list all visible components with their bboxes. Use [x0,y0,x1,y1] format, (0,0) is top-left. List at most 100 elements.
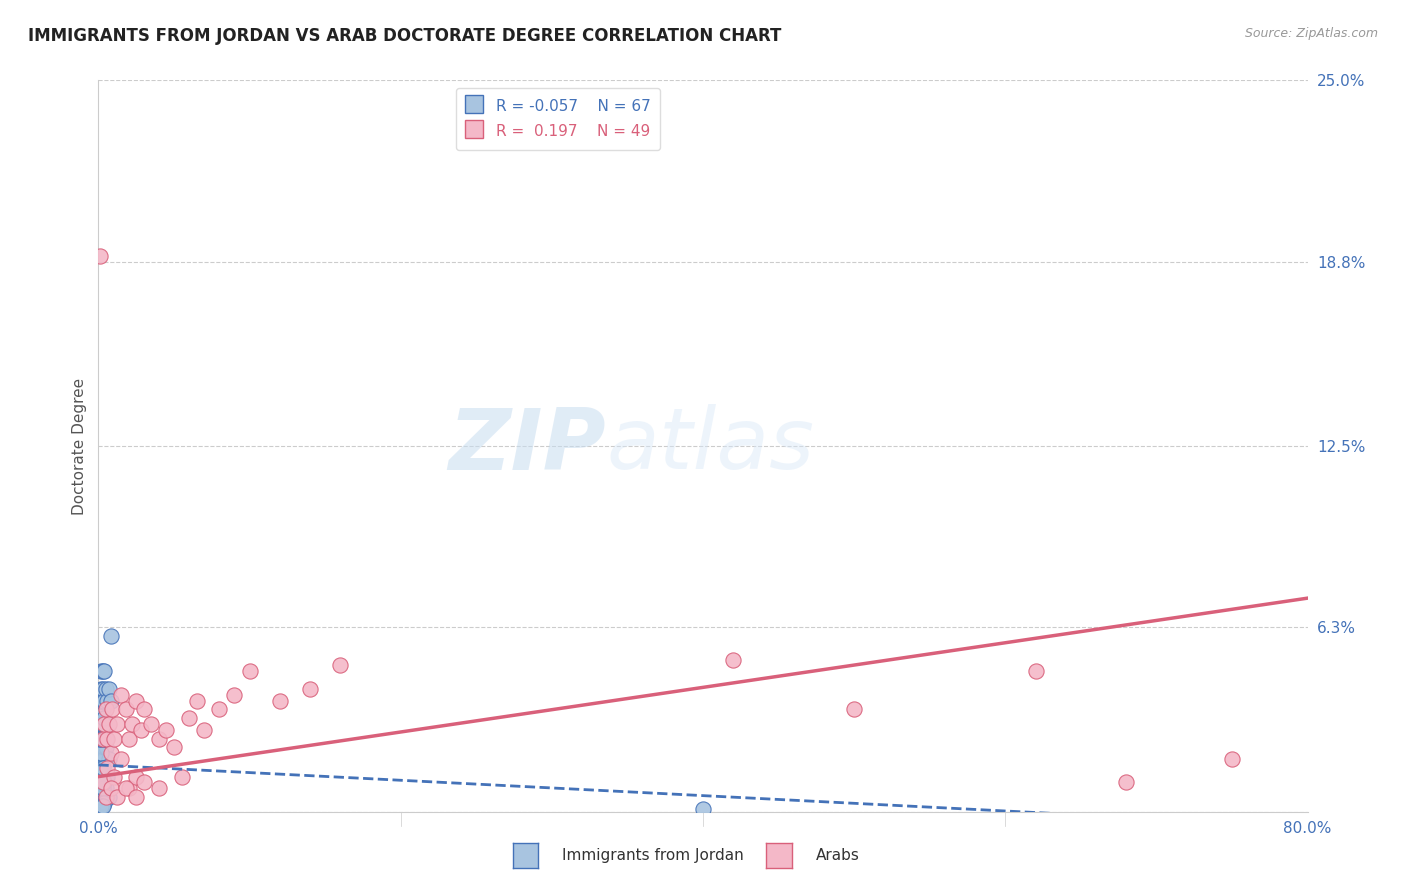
Point [91,796,114,810]
Point [89,249,111,263]
Point [91,711,114,725]
Point [844,702,866,716]
Point [91,731,114,746]
Point [110,752,132,766]
Point [90,775,112,789]
Point [91,781,114,796]
Point [89,770,111,784]
Point [105,717,128,731]
Point [269,693,291,707]
Point [93,711,115,725]
Point [118,781,141,796]
Point [141,717,163,731]
Point [94,702,117,716]
Point [148,731,170,746]
Text: atlas: atlas [606,404,814,488]
Point [93,717,115,731]
Point [193,723,215,737]
Point [179,711,201,725]
Point [100,693,122,707]
Point [90,693,112,707]
Point [132,702,155,716]
Point [94,681,117,696]
Point [299,681,322,696]
Point [93,781,115,796]
Point [186,693,208,707]
Point [101,702,124,716]
Point [89,731,111,746]
Point [90,746,112,760]
Point [90,790,112,805]
Point [90,731,112,746]
Point [93,752,115,766]
Point [89,790,111,805]
Point [91,731,114,746]
Point [94,770,117,784]
Point [89,717,111,731]
Point [114,702,136,716]
Point [89,693,111,707]
Point [93,731,115,746]
Point [110,688,132,702]
Point [125,790,148,805]
Point [91,798,114,813]
Point [105,790,128,805]
Point [103,770,125,784]
Point [723,652,745,666]
Point [103,731,125,746]
Point [91,775,114,789]
Point [224,688,246,702]
Point [90,752,112,766]
Point [239,665,262,679]
Point [100,781,122,796]
Point [93,790,115,805]
Legend: R = -0.057    N = 67, R =  0.197    N = 49: R = -0.057 N = 67, R = 0.197 N = 49 [456,88,659,150]
Point [148,781,170,796]
Point [90,770,112,784]
Point [94,790,117,805]
Point [132,775,155,789]
Point [93,665,115,679]
Point [91,752,114,766]
Point [96,790,118,805]
Text: ZIP: ZIP [449,404,606,488]
Point [91,723,114,737]
Point [163,740,186,755]
Point [90,681,112,696]
Point [1220,752,1243,766]
Point [90,781,112,796]
Point [90,796,112,810]
Point [1024,665,1046,679]
Point [98,752,121,766]
Point [90,798,112,813]
Point [91,770,114,784]
Point [91,740,114,755]
Text: Immigrants from Jordan: Immigrants from Jordan [562,848,744,863]
Point [91,717,114,731]
Point [94,740,117,755]
Y-axis label: Doctorate Degree: Doctorate Degree [72,377,87,515]
Point [100,629,122,643]
Text: Arabs: Arabs [815,848,859,863]
Point [118,731,141,746]
Point [1115,775,1137,789]
Point [93,770,115,784]
Point [93,796,115,810]
Point [90,723,112,737]
Point [114,781,136,796]
Point [155,723,177,737]
Point [692,802,714,816]
Point [91,781,114,796]
Text: IMMIGRANTS FROM JORDAN VS ARAB DOCTORATE DEGREE CORRELATION CHART: IMMIGRANTS FROM JORDAN VS ARAB DOCTORATE… [28,27,782,45]
Point [90,717,112,731]
Point [170,770,193,784]
Point [89,752,111,766]
Point [93,775,115,789]
Point [129,723,152,737]
Point [89,796,111,810]
Point [100,746,122,760]
Point [96,761,118,775]
Point [91,665,114,679]
Text: Source: ZipAtlas.com: Source: ZipAtlas.com [1244,27,1378,40]
Point [90,740,112,755]
